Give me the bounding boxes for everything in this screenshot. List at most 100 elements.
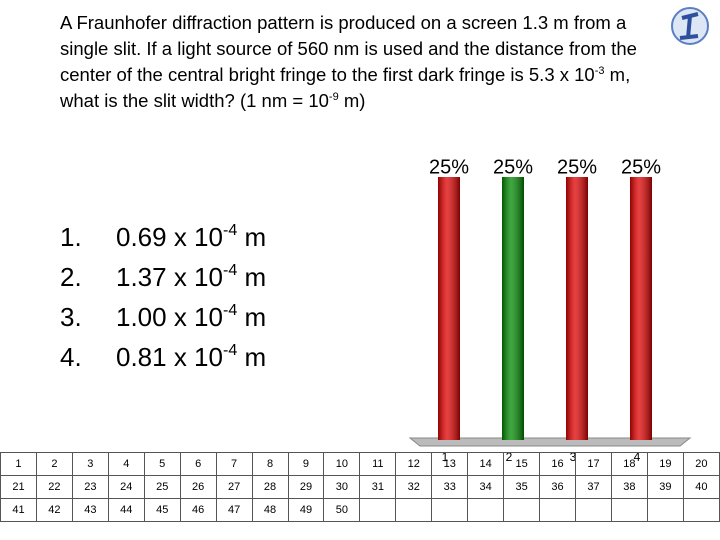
answer-value: 0.81 x 10-4 m [116,342,266,382]
grid-cell-empty [395,498,433,522]
grid-cell: 10 [323,452,361,476]
grid-cell-empty [575,498,612,522]
value-label: 25% [493,156,533,178]
grid-cell: 41 [0,498,37,522]
grid-cell: 36 [539,475,576,499]
answer-unit: m [237,222,267,252]
question: A Fraunhofer diffraction pattern is prod… [60,10,660,114]
grid-cell: 23 [71,475,109,499]
grid-cell: 17 [575,452,612,476]
answer-exponent: -4 [222,222,238,239]
value-label: 25% [621,156,661,178]
grid-cell: 22 [35,475,73,499]
question-exponent: -3 [594,65,605,77]
logo [671,7,709,45]
grid-cell: 12 [395,452,433,476]
grid-cell: 5 [143,452,181,476]
grid-row: 1 2 3 4 5 6 7 8 9 10 11 12 13 14 15 16 17 18 19 20 [0,452,720,476]
answer: 1. 0.69 x 10-4 m [60,222,266,262]
response-grid: 1 2 3 4 5 6 7 8 9 10 11 12 13 14 15 16 17 18 19 20 21 22 23 24 2… [0,452,720,522]
grid-cell: 3 [71,452,109,476]
answer-number: 4. [60,342,82,372]
grid-cell: 50 [323,498,361,522]
answer-unit: m [237,302,267,332]
grid-cell: 13 [431,452,469,476]
answer-exponent: -4 [222,302,238,319]
grid-row: 41 42 43 44 45 46 47 48 49 50 [0,498,720,522]
question-exponent: -9 [328,91,339,103]
grid-cell-empty [467,498,505,522]
grid-cell: 6 [179,452,217,476]
grid-cell: 16 [539,452,576,476]
answer: 3. 1.00 x 10-4 m [60,302,266,342]
grid-cell-empty [431,498,469,522]
grid-cell: 14 [467,452,505,476]
answer-value: 1.00 x 10-4 m [116,302,266,342]
answer-text: 1.37 x 10 [116,262,223,292]
answer-value: 0.69 x 10-4 m [116,222,266,262]
grid-cell: 18 [610,452,648,476]
answer-unit: m [237,342,267,372]
grid-cell: 1 [0,452,37,476]
grid-cell-empty [503,498,541,522]
answer: 2. 1.37 x 10-4 m [60,262,266,302]
grid-cell-empty [359,498,397,522]
answer-text: 1.00 x 10 [116,302,223,332]
grid-cell: 33 [431,475,469,499]
answer-unit: m [237,262,267,292]
grid-cell: 40 [682,475,720,499]
grid-cell: 8 [251,452,289,476]
value-label: 25% [429,156,469,178]
grid-cell: 15 [503,452,541,476]
grid-cell: 42 [35,498,73,522]
grid-cell: 9 [287,452,325,476]
grid-cell: 37 [575,475,612,499]
answer-exponent: -4 [222,342,238,359]
grid-cell: 48 [251,498,289,522]
chart-floor [408,437,692,447]
answer: 4. 0.81 x 10-4 m [60,342,266,382]
bar-shade [566,177,588,440]
grid-row: 21 22 23 24 25 26 27 28 29 30 31 32 33 34 35 36 37 38 39 40 [0,475,720,499]
grid-cell: 43 [71,498,109,522]
grid-cell: 44 [107,498,145,522]
grid-cell: 4 [107,452,145,476]
grid-cell-empty [646,498,684,522]
value-label: 25% [557,156,597,178]
answer-text: 0.69 x 10 [116,222,223,252]
grid-cell: 38 [610,475,648,499]
grid-cell-empty [539,498,576,522]
grid-cell: 39 [646,475,684,499]
grid-cell: 28 [251,475,289,499]
answer-number: 1. [60,222,82,252]
grid-cell: 11 [359,452,397,476]
grid-cell: 20 [682,452,720,476]
grid-cell: 34 [467,475,505,499]
grid-cell: 2 [35,452,73,476]
bar-shade [438,177,460,440]
grid-cell: 45 [143,498,181,522]
grid-cell: 46 [179,498,217,522]
grid-cell: 25 [143,475,181,499]
grid-cell: 30 [323,475,361,499]
question-text: A Fraunhofer diffraction pattern is prod… [60,12,637,85]
question-text: m, what is the slit width? (1 nm = 10 [60,64,631,111]
grid-cell: 19 [646,452,684,476]
grid-cell: 21 [0,475,37,499]
bar-shade [630,177,652,440]
answer-exponent: -4 [222,262,238,279]
grid-cell: 26 [179,475,217,499]
grid-cell-empty [682,498,720,522]
grid-cell: 24 [107,475,145,499]
answer-text: 0.81 x 10 [116,342,223,372]
grid-cell: 27 [215,475,253,499]
grid-cell: 32 [395,475,433,499]
question-text: m) [338,90,366,111]
grid-cell: 49 [287,498,325,522]
grid-cell: 35 [503,475,541,499]
answer-list: 1. 0.69 x 10-4 m 2. 1.37 x 10-4 m 3. 1.00 x 1… [60,222,266,382]
grid-cell: 7 [215,452,253,476]
grid-cell: 31 [359,475,397,499]
